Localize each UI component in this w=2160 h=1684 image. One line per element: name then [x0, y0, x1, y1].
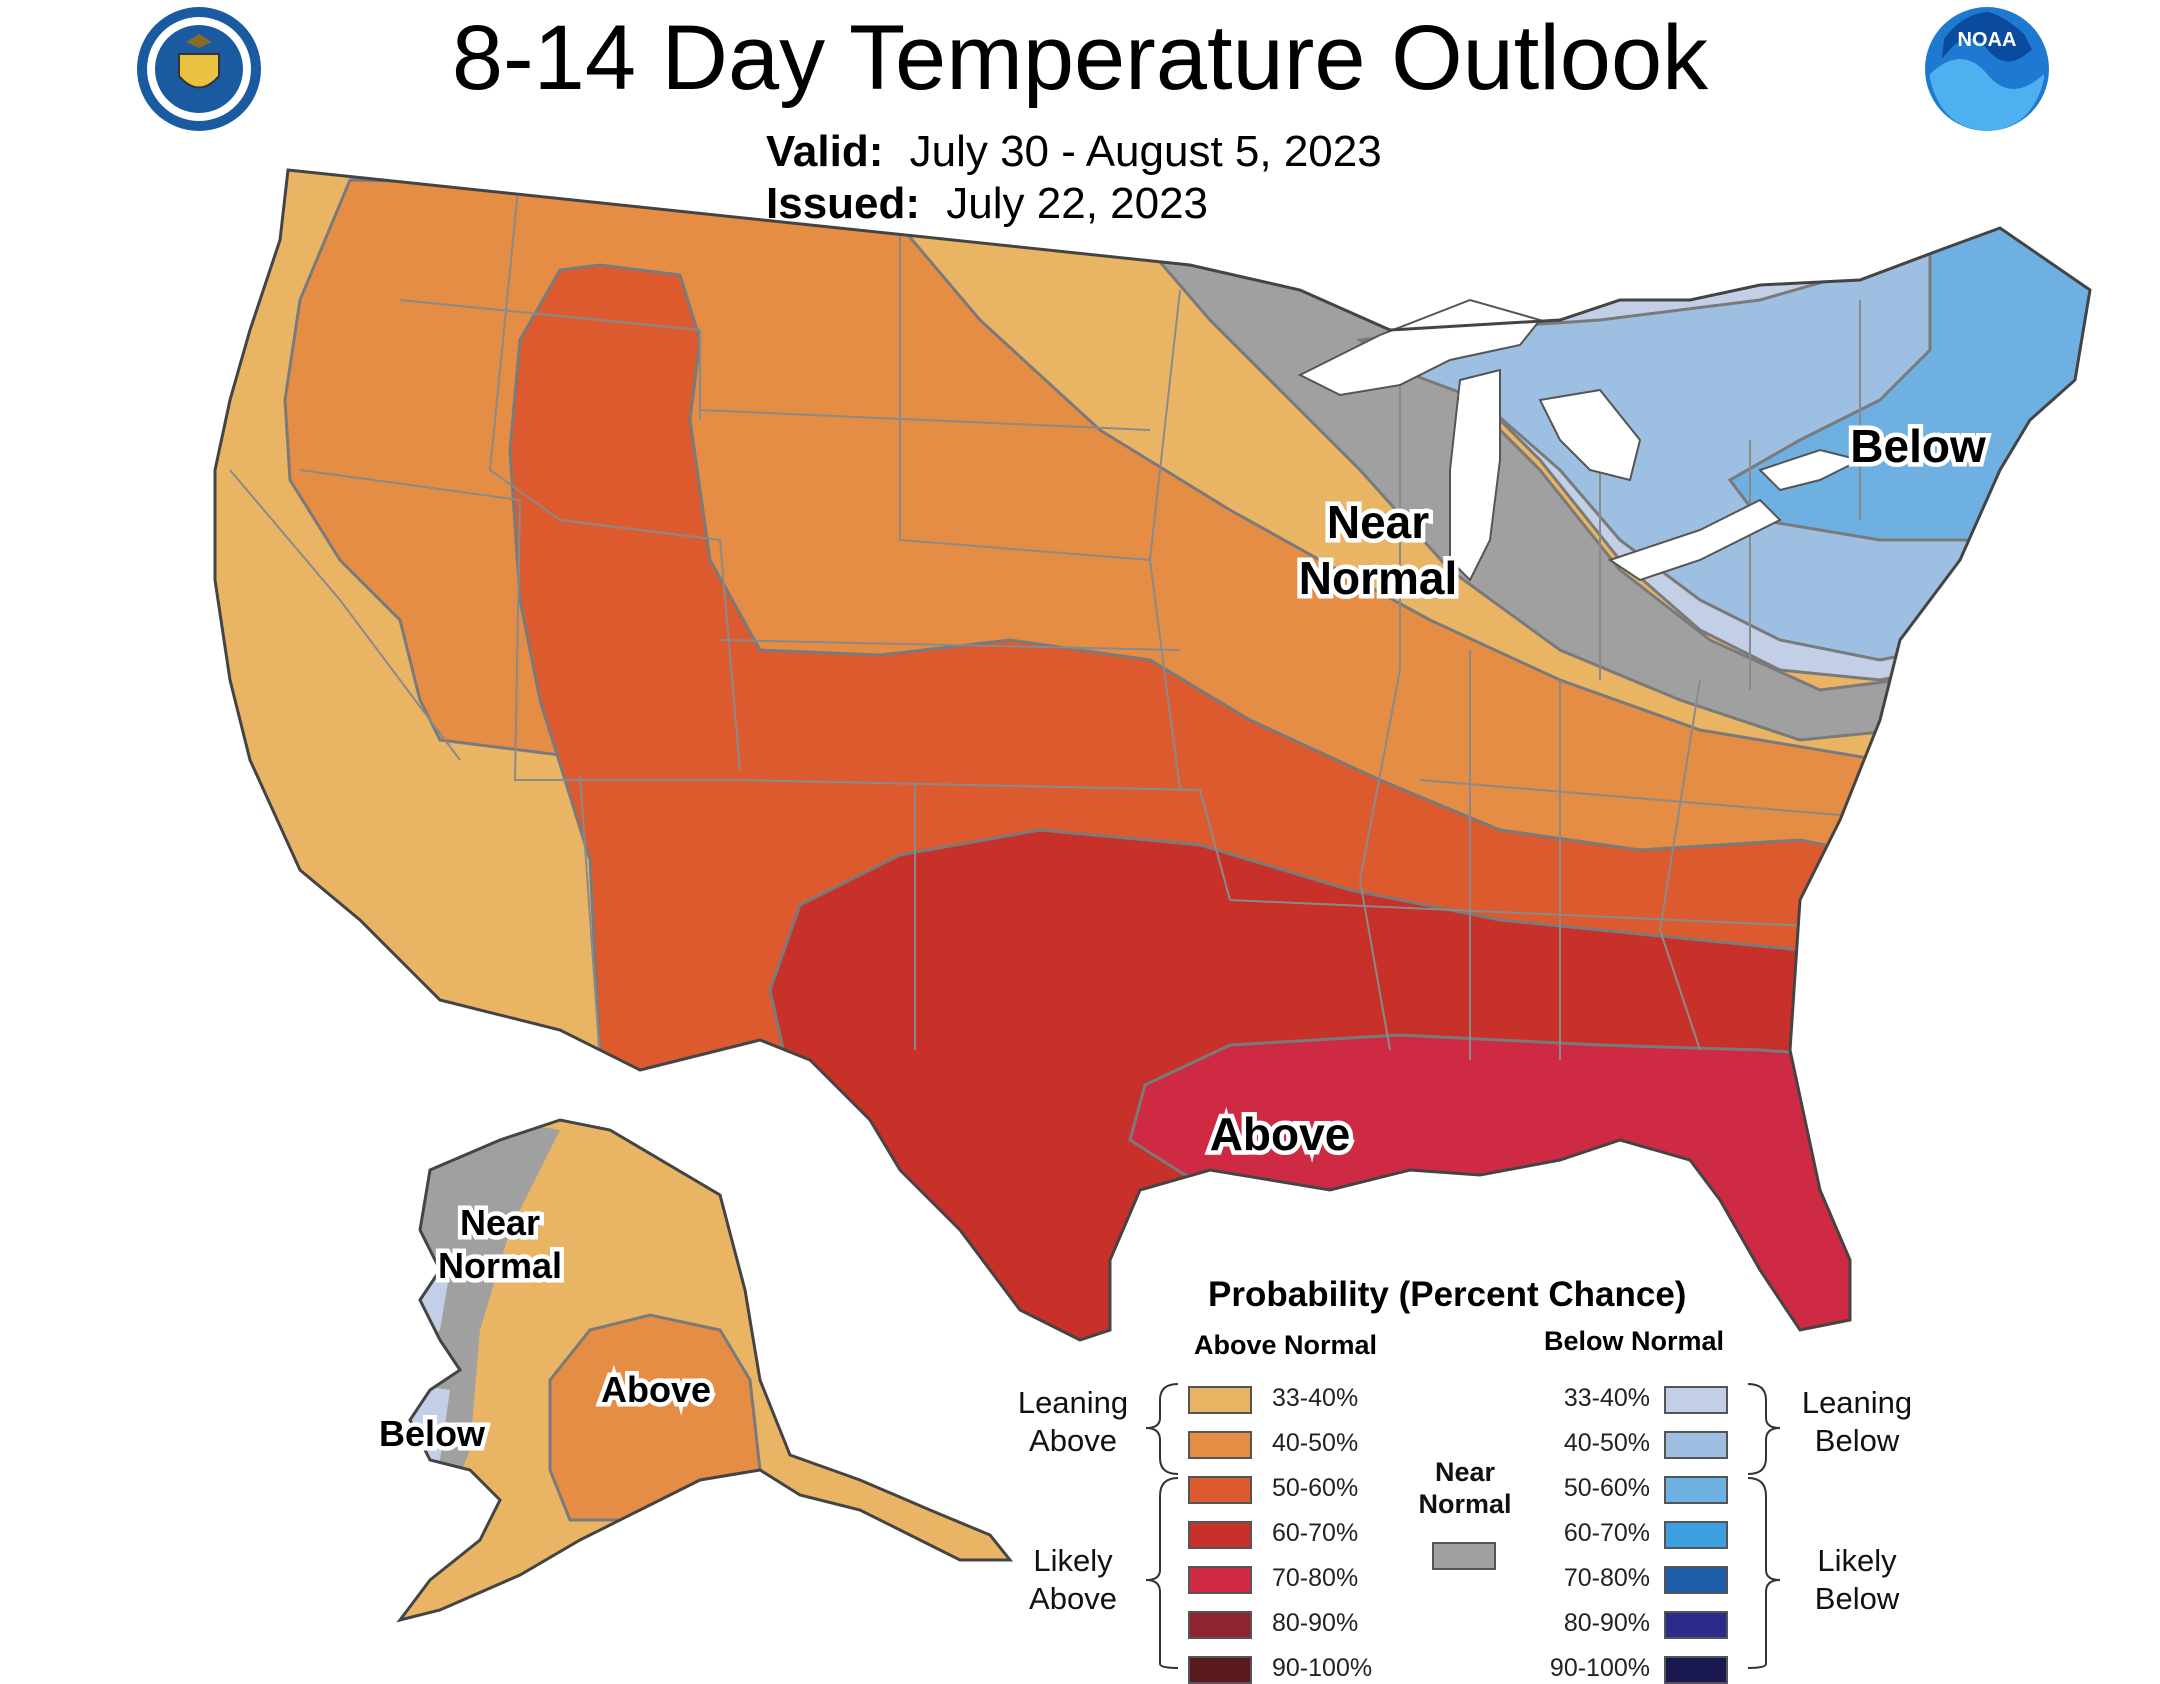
label-near-normal-ak-line2: Normal: [438, 1245, 562, 1286]
below-range-1: 40-50%: [1563, 1429, 1650, 1457]
leaning-below-label: Leaning Below: [1801, 1385, 1913, 1458]
below-range-0: 33-40%: [1563, 1384, 1650, 1412]
noaa-logo-text: NOAA: [1958, 29, 2017, 51]
label-above-conus: Above: [1210, 1108, 1351, 1160]
below-range-4: 70-80%: [1563, 1564, 1650, 1592]
below-swatch-2: [1664, 1476, 1728, 1504]
state-borders: [229, 170, 1901, 1061]
above-range-3: 60-70%: [1272, 1519, 1359, 1547]
below-range-5: 80-90%: [1563, 1609, 1650, 1637]
above-range-0: 33-40%: [1272, 1384, 1359, 1412]
below-swatch-3: [1664, 1521, 1728, 1549]
label-near-normal-conus-line1: Near: [1327, 496, 1429, 548]
valid-line: Valid: July 30 - August 5, 2023: [766, 126, 1382, 178]
label-near-normal-conus-line2: Normal: [1299, 552, 1457, 604]
below-swatch-5: [1664, 1611, 1728, 1639]
label-below-conus: Below: [1850, 420, 1986, 472]
above-swatch-1: [1188, 1431, 1252, 1459]
valid-label: Valid:: [766, 127, 884, 176]
issued-value: July 22, 2023: [946, 179, 1209, 228]
label-near-normal-ak-line1: Near: [460, 1202, 540, 1243]
page-title: 8-14 Day Temperature Outlook: [451, 7, 1709, 109]
near-normal-swatch: [1432, 1542, 1496, 1570]
issued-line: Issued: July 22, 2023: [766, 178, 1208, 230]
below-range-3: 60-70%: [1563, 1519, 1650, 1547]
conus-outline: [213, 168, 2092, 1342]
below-range-2: 50-60%: [1563, 1474, 1650, 1502]
above-range-2: 50-60%: [1272, 1474, 1359, 1502]
above-swatch-5: [1188, 1611, 1252, 1639]
below-swatch-1: [1664, 1431, 1728, 1459]
above-range-4: 70-80%: [1272, 1564, 1359, 1592]
leaning-above-label: Leaning Above: [1017, 1385, 1129, 1458]
below-swatch-6: [1664, 1656, 1728, 1684]
legend-title: Probability (Percent Chance): [1208, 1275, 1687, 1314]
likely-above-label: Likely Above: [1029, 1543, 1117, 1616]
commerce-seal-logo: [137, 7, 261, 131]
issued-label: Issued:: [766, 179, 921, 228]
below-range-6: 90-100%: [1549, 1654, 1650, 1682]
label-above-ak: Above: [601, 1369, 711, 1410]
above-range-5: 80-90%: [1272, 1609, 1359, 1637]
likely-below-label: Likely Below: [1814, 1543, 1900, 1616]
above-swatch-6: [1188, 1656, 1252, 1684]
below-swatch-0: [1664, 1386, 1728, 1414]
legend-above-header: Above Normal: [1194, 1330, 1378, 1360]
noaa-logo: NOAA: [1925, 7, 2049, 131]
near-normal-legend-label: Near Normal: [1418, 1457, 1512, 1519]
label-below-ak: Below: [379, 1413, 486, 1454]
above-swatch-4: [1188, 1566, 1252, 1594]
legend-below-header: Below Normal: [1544, 1326, 1725, 1356]
above-range-6: 90-100%: [1272, 1654, 1373, 1682]
above-swatch-2: [1188, 1476, 1252, 1504]
above-swatch-3: [1188, 1521, 1252, 1549]
alaska-outline: [396, 1118, 1014, 1623]
above-range-1: 40-50%: [1272, 1429, 1359, 1457]
above-swatch-0: [1188, 1386, 1252, 1414]
below-swatch-4: [1664, 1566, 1728, 1594]
valid-value: July 30 - August 5, 2023: [909, 127, 1382, 176]
